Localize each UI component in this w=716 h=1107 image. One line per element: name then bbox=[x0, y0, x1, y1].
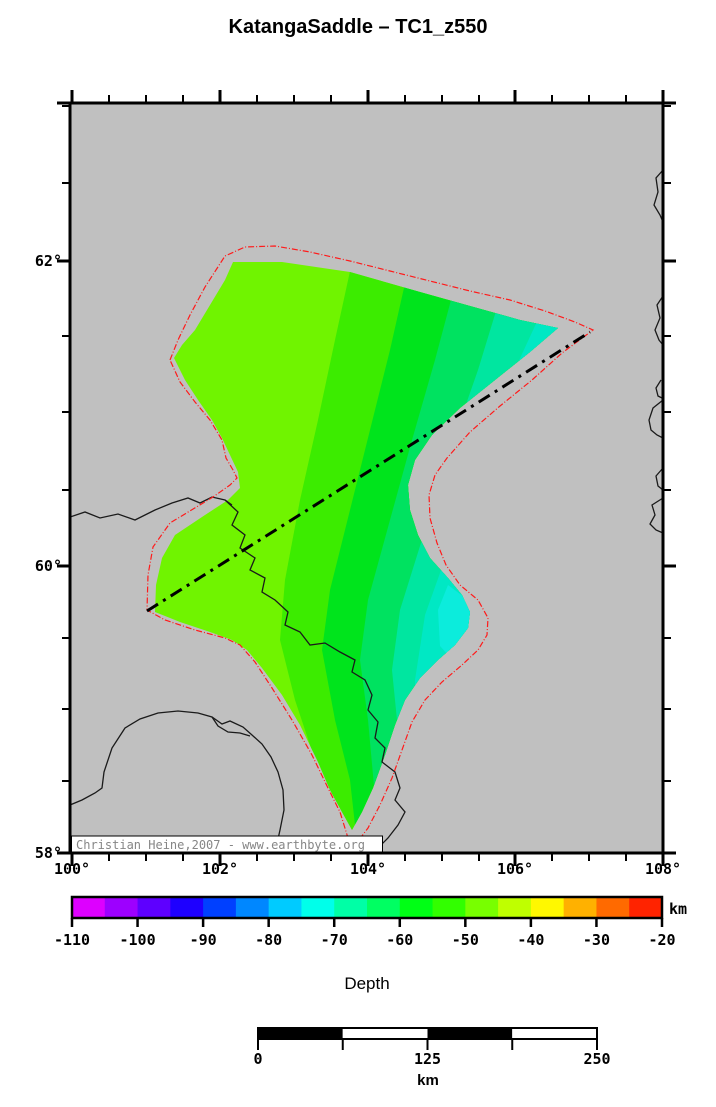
x-tick-label: 106° bbox=[496, 860, 534, 878]
coastline-east-5 bbox=[655, 467, 663, 491]
y-tick-label: 62° bbox=[34, 252, 62, 270]
colorbar-tick-label: -30 bbox=[582, 931, 610, 949]
x-tick-label: 100° bbox=[53, 860, 91, 878]
distance-scalebar bbox=[257, 1027, 598, 1050]
coastline-east-4 bbox=[648, 399, 663, 439]
x-tick-label: 102° bbox=[201, 860, 239, 878]
map-frame bbox=[68, 101, 665, 855]
y-tick-label: 58° bbox=[34, 844, 62, 862]
watermark-text: Christian Heine,2007 - www.earthbyte.org bbox=[76, 838, 365, 852]
colorbar-title: Depth bbox=[344, 974, 390, 993]
scalebar-tick-label: 250 bbox=[583, 1050, 611, 1068]
x-tick-label: 104° bbox=[349, 860, 387, 878]
coastline-lake bbox=[70, 710, 285, 853]
coastline-west bbox=[70, 496, 233, 521]
coastlines bbox=[70, 169, 663, 853]
colorbar-tick-label: -40 bbox=[517, 931, 545, 949]
scalebar-tick-label: 0 bbox=[253, 1050, 263, 1068]
profile-line bbox=[146, 330, 591, 613]
coastline-east-6 bbox=[649, 497, 663, 534]
colorbar-unit-label: km bbox=[669, 900, 688, 918]
colorbar bbox=[70, 895, 664, 927]
x-tick-label: 108° bbox=[644, 860, 682, 878]
colorbar-tick-label: -50 bbox=[451, 931, 479, 949]
scalebar-unit-label: km bbox=[417, 1072, 439, 1089]
colorbar-tick-label: -70 bbox=[320, 931, 348, 949]
colorbar-tick-label: -20 bbox=[648, 931, 676, 949]
colorbar-tick-label: -100 bbox=[119, 931, 156, 949]
colorbar-tick-label: -110 bbox=[53, 931, 91, 949]
y-tick-label: 60° bbox=[34, 557, 62, 575]
river-line bbox=[224, 499, 406, 853]
colorbar-tick-label: -60 bbox=[386, 931, 414, 949]
coastline-east-1 bbox=[653, 169, 663, 223]
coastline-east-3 bbox=[655, 379, 663, 399]
region-outline bbox=[146, 245, 595, 846]
figure-title: KatangaSaddle – TC1_z550 bbox=[228, 16, 488, 38]
colorbar-tick-label: -80 bbox=[255, 931, 283, 949]
coastline-east-2 bbox=[654, 295, 663, 346]
axis-ticks bbox=[57, 90, 676, 866]
colorbar-tick-label: -90 bbox=[189, 931, 217, 949]
scalebar-tick-label: 125 bbox=[413, 1050, 442, 1068]
coastline-lake-inner bbox=[211, 716, 251, 737]
